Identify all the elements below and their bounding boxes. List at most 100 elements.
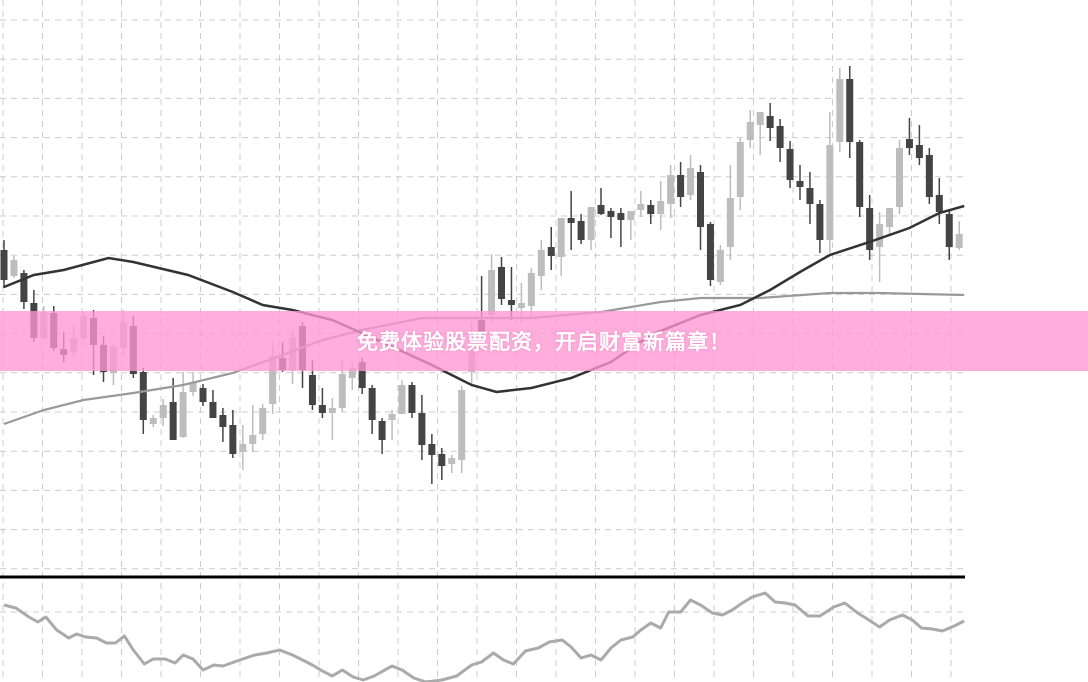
candle-bullish <box>179 372 187 438</box>
candle-body <box>269 356 277 404</box>
candle-bullish <box>716 245 724 285</box>
candle-bullish <box>527 268 535 318</box>
candle-bearish <box>816 200 824 253</box>
candle-body <box>448 458 456 464</box>
promo-banner[interactable]: 免费体验股票配资，开启财富新篇章！ <box>0 311 1088 371</box>
candle-bearish <box>577 214 585 244</box>
candle-bullish <box>398 380 406 414</box>
candle-bearish <box>677 162 685 207</box>
candle-body <box>826 145 834 240</box>
candle-body <box>806 188 814 204</box>
candle-body <box>537 250 545 276</box>
candle-body <box>886 208 894 227</box>
candle-body <box>527 273 535 306</box>
candle-body <box>169 402 177 440</box>
candle-bullish <box>896 140 903 214</box>
candle-bearish <box>766 103 774 141</box>
candle-body <box>249 435 257 444</box>
candle-body <box>746 122 754 140</box>
candle-body <box>697 172 704 227</box>
candle-body <box>209 402 217 418</box>
candle-body <box>308 375 316 405</box>
candle-body <box>229 425 237 454</box>
candle-bearish <box>856 140 864 217</box>
promo-banner-text: 免费体验股票配资，开启财富新篇章！ <box>357 330 731 354</box>
candle-body <box>567 218 575 223</box>
oscillator-line <box>3 591 965 682</box>
candle-bearish <box>706 222 714 286</box>
ma-fast-line <box>3 204 965 394</box>
candle-bullish <box>876 212 884 282</box>
candle-bearish <box>498 257 505 305</box>
candle-bullish <box>448 455 456 473</box>
candle-bullish <box>657 181 665 230</box>
candle-body <box>836 79 844 142</box>
candle-body <box>199 388 207 402</box>
candle-body <box>338 374 346 408</box>
candle-bearish <box>597 188 605 215</box>
candle-bullish <box>328 398 336 440</box>
candle-bearish <box>418 395 426 460</box>
candle-bearish <box>697 165 704 250</box>
candle-body <box>517 303 525 308</box>
candle-bearish <box>905 118 913 155</box>
candle-body <box>706 224 714 280</box>
candle-body <box>139 372 147 420</box>
candle-bullish <box>159 399 167 426</box>
candle-bullish <box>10 256 18 278</box>
candle-bullish <box>488 254 496 322</box>
candle-body <box>328 408 336 413</box>
candle-bearish <box>20 270 28 309</box>
candle-body <box>388 414 396 420</box>
candle-body <box>398 385 406 414</box>
candle-body <box>846 79 854 142</box>
candle-bullish <box>149 415 157 427</box>
candle-body <box>358 362 366 388</box>
candle-bullish <box>687 155 695 200</box>
candle-body <box>368 388 376 420</box>
candles <box>0 66 963 484</box>
candle-bullish <box>259 404 267 440</box>
candle-body <box>149 418 157 424</box>
candle-body <box>547 247 555 256</box>
candle-bullish <box>249 405 257 452</box>
candle-bullish <box>955 221 963 250</box>
candle-bullish <box>826 112 834 253</box>
candle-body <box>756 112 764 125</box>
candle-body <box>597 205 605 214</box>
candle-body <box>587 207 595 240</box>
candle-bearish <box>866 195 874 260</box>
candle-bearish <box>438 448 446 480</box>
candle-body <box>905 139 913 148</box>
candle-bearish <box>925 148 933 204</box>
candle-bearish <box>318 388 326 418</box>
candle-bullish <box>627 211 635 240</box>
candle-body <box>915 145 923 158</box>
candle-bearish <box>607 208 615 238</box>
candle-bearish <box>368 385 376 434</box>
candle-bearish <box>567 191 575 250</box>
candle-bullish <box>189 372 197 396</box>
candle-body <box>20 273 28 302</box>
candle-body <box>428 444 436 455</box>
candle-body <box>687 168 695 195</box>
candle-bullish <box>756 112 764 155</box>
candle-bearish <box>796 165 804 200</box>
candle-bearish <box>199 384 207 406</box>
candle-bullish <box>637 191 645 217</box>
candle-body <box>716 250 724 282</box>
candle-body <box>378 421 386 440</box>
candle-bearish <box>935 178 943 224</box>
candle-bearish <box>806 172 814 224</box>
candle-body <box>637 204 645 210</box>
candle-body <box>766 116 774 128</box>
candle-bearish <box>219 408 227 442</box>
candle-body <box>866 208 874 250</box>
candle-body <box>925 155 933 197</box>
candle-body <box>577 221 585 240</box>
candle-bearish <box>617 208 625 247</box>
candle-body <box>408 385 416 413</box>
candle-body <box>736 142 744 197</box>
candle-body <box>776 126 784 148</box>
candle-body <box>488 270 496 315</box>
